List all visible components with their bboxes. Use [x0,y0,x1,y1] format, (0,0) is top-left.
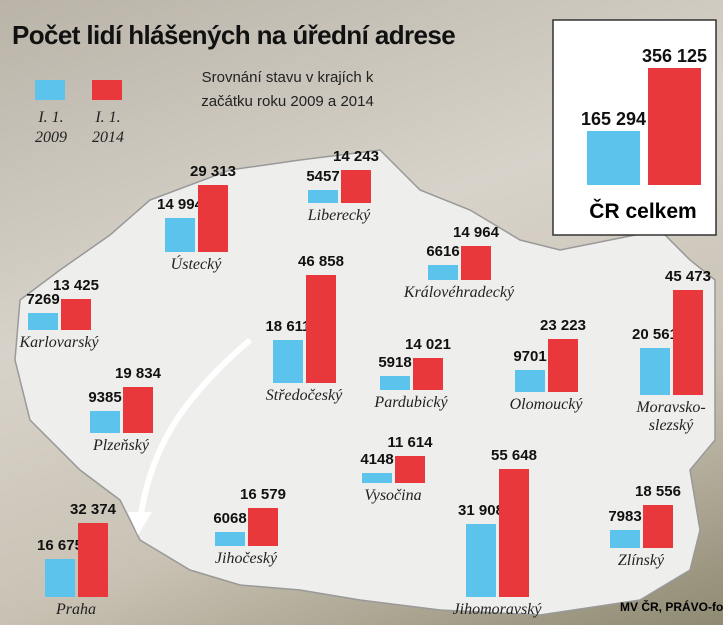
total-label: ČR celkem [588,200,698,224]
bar [308,190,338,203]
infographic: Počet lidí hlášených na úřední adrese Sr… [0,0,723,625]
bar [395,456,425,483]
bar [610,530,640,548]
region-name: Pardubický [356,394,466,412]
value-label: 45 473 [648,268,723,285]
bar [640,348,670,395]
value-label: 46 858 [281,253,361,270]
bar [428,265,458,280]
bar [123,387,153,433]
region-name: Královéhradecký [389,284,529,302]
value-label: 14 243 [316,148,396,165]
value-label: 14 021 [388,336,468,353]
bar [380,376,410,390]
value-label: 14 964 [436,224,516,241]
region-name: Liberecký [284,207,394,225]
bar [499,469,529,597]
bar [548,339,578,392]
subtitle: Srovnání stavu v krajích k začátku roku … [175,66,400,114]
region-name: Karlovarský [4,334,114,352]
region-name: Olomoucký [491,396,601,414]
region-name: Plzeňský [66,437,176,455]
value-label: 18 556 [618,483,698,500]
bar [45,559,75,597]
value-label: 11 614 [370,434,450,451]
value-label: 165 294 [574,109,654,130]
bar [215,532,245,546]
legend-swatch [92,80,122,100]
legend-swatch [35,80,65,100]
region-name: Praha [21,601,131,619]
bar [306,275,336,383]
bar [466,524,496,597]
bar [673,290,703,395]
bar [461,246,491,280]
value-label: 13 425 [36,277,116,294]
bar [28,313,58,330]
bar [273,340,303,383]
region-name: Jihomoravský [432,601,562,619]
bar [515,370,545,392]
bar [248,508,278,546]
value-label: 32 374 [53,501,133,518]
region-name: Zlínský [586,552,696,570]
bar [587,131,640,185]
value-label: 29 313 [173,163,253,180]
bar [643,505,673,548]
region-name: Jihočeský [191,550,301,568]
bar [341,170,371,203]
bar [362,473,392,483]
source: MV ČR, PRÁVO-foto [620,600,723,614]
legend-label: I. 1. 2014 [84,108,132,148]
bar [78,523,108,597]
region-name: Moravsko-slezský [631,399,711,435]
bar [198,185,228,252]
bar [61,299,91,330]
region-name: Středočeský [249,387,359,405]
value-label: 23 223 [523,317,603,334]
value-label: 19 834 [98,365,178,382]
bar [413,358,443,390]
region-name: Vysočina [338,487,448,505]
value-label: 55 648 [474,447,554,464]
legend-label: I. 1. 2009 [27,108,75,148]
bar [648,68,701,185]
region-name: Ústecký [141,256,251,274]
bar [165,218,195,252]
title: Počet lidí hlášených na úřední adrese [12,20,455,51]
bar [90,411,120,433]
value-label: 356 125 [635,46,715,67]
value-label: 16 579 [223,486,303,503]
